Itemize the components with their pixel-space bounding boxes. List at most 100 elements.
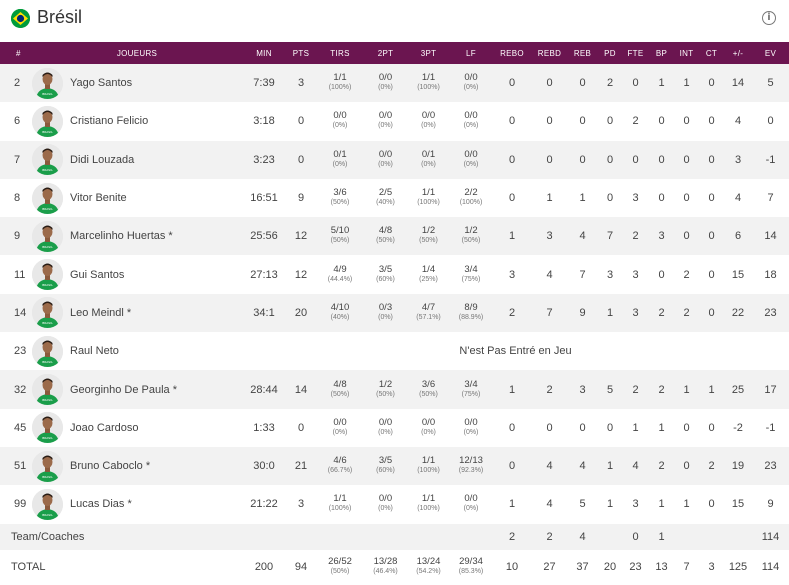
player-avatar: BRASIL xyxy=(32,220,63,252)
player-row[interactable]: 8 BRASIL Vitor Benite 16:51 9 3/6 (50%) 2/5 (40%… xyxy=(0,179,789,217)
player-name[interactable]: Joao Cardoso xyxy=(70,421,139,434)
jersey-number: 51 xyxy=(14,460,27,473)
player-name[interactable]: Yago Santos xyxy=(70,77,133,90)
stat-fte: 3 xyxy=(632,192,639,205)
stat-bp: 1 xyxy=(658,498,665,511)
column-header[interactable]: BP xyxy=(655,48,668,58)
made-attempted: 0/0 xyxy=(464,416,478,428)
column-header[interactable]: 3PT xyxy=(420,48,437,58)
fg-cell: 26/52 (50%) xyxy=(316,550,364,584)
player-cell: BRASIL Georginho De Paula * xyxy=(32,370,242,408)
stat-ct: 0 xyxy=(708,230,715,243)
player-name[interactable]: Georginho De Paula * xyxy=(70,383,178,396)
column-header[interactable]: PD xyxy=(604,48,616,58)
did-not-play: N'est Pas Entré en Jeu xyxy=(459,345,572,358)
stat-int: 0 xyxy=(683,421,690,434)
fg-cell: 4/6 (66.7%) xyxy=(316,447,364,485)
column-header[interactable]: TIRS xyxy=(330,48,350,58)
two-pt-cell: 3/5 (60%) xyxy=(364,255,407,293)
stat-pm: 4 xyxy=(734,192,742,205)
jersey-number: 11 xyxy=(14,268,26,281)
column-header[interactable]: REB xyxy=(573,48,592,58)
made-attempted: 4/9 xyxy=(333,263,347,275)
player-row[interactable]: 32 BRASIL Georginho De Paula * 28:44 14 4/8 (5… xyxy=(0,370,789,409)
stat-pm: 22 xyxy=(731,306,745,319)
stat-fte: 0 xyxy=(632,530,639,543)
player-name[interactable]: Lucas Dias * xyxy=(70,498,132,511)
column-header[interactable]: INT xyxy=(679,48,694,58)
stat-ct: 2 xyxy=(708,460,715,473)
column-header[interactable]: EV xyxy=(764,48,777,58)
player-row[interactable]: 2 BRASIL Yago Santos 7:39 3 1/1 (100%) 0/0 (0%) 1… xyxy=(0,64,789,103)
stat-ev: -1 xyxy=(765,421,776,434)
stat-pm: -2 xyxy=(733,421,743,434)
player-name[interactable]: Didi Louzada xyxy=(70,153,135,166)
percentage: (50%) xyxy=(461,237,481,245)
stat-ct: 0 xyxy=(708,268,715,281)
fg-cell: 1/1 (100%) xyxy=(316,64,364,102)
player-name[interactable]: Leo Meindl * xyxy=(70,306,132,319)
svg-text:BRASIL: BRASIL xyxy=(42,436,53,440)
column-header[interactable]: PTS xyxy=(292,48,310,58)
made-attempted: 3/5 xyxy=(378,263,393,275)
player-name[interactable]: Raul Neto xyxy=(70,345,119,358)
made-attempted: 1/1 xyxy=(421,187,436,199)
stat-bp: 2 xyxy=(658,383,665,396)
stat-rebo: 10 xyxy=(505,560,519,573)
stat-rebo: 1 xyxy=(508,498,516,511)
player-row[interactable]: 51 BRASIL Bruno Caboclo * 30:0 21 4/6 (66.7%) 3… xyxy=(0,446,789,486)
two-pt-cell: 1/2 (50%) xyxy=(364,370,407,408)
info-icon[interactable]: i xyxy=(762,11,776,25)
made-attempted: 5/10 xyxy=(330,225,350,237)
column-header[interactable]: 2PT xyxy=(377,48,394,58)
made-attempted: 0/0 xyxy=(378,416,393,428)
player-name[interactable]: Cristiano Felicio xyxy=(70,115,149,128)
jersey-number: 32 xyxy=(14,383,27,396)
stat-pm: 25 xyxy=(731,383,745,396)
player-name[interactable]: Bruno Caboclo * xyxy=(70,460,151,473)
made-attempted: 0/0 xyxy=(421,110,436,122)
jersey-number: 9 xyxy=(14,230,21,243)
player-name[interactable]: Vitor Benite xyxy=(70,192,127,205)
column-header[interactable]: REBD xyxy=(537,48,562,58)
player-row[interactable]: 23 BRASIL Raul Neto N'est Pas Entré en Jeu xyxy=(0,332,789,370)
player-row[interactable]: 99 BRASIL Lucas Dias * 21:22 3 1/1 (100%) 0/0 (0… xyxy=(0,485,789,523)
percentage: (50%) xyxy=(330,237,350,245)
player-name[interactable]: Gui Santos xyxy=(70,268,125,281)
player-name[interactable]: Marcelinho Huertas * xyxy=(70,230,173,243)
team-name: Brésil xyxy=(37,7,83,27)
column-header[interactable]: CT xyxy=(705,48,718,58)
column-header[interactable]: +/- xyxy=(732,48,744,58)
made-attempted: 0/0 xyxy=(378,72,393,84)
player-row[interactable]: 45 BRASIL Joao Cardoso 1:33 0 0/0 (0%) 0/0 (0%) 0… xyxy=(0,409,789,447)
stat-ev: 5 xyxy=(767,77,774,90)
player-row[interactable]: 9 BRASIL Marcelinho Huertas * 25:56 12 5/10 (5… xyxy=(0,217,789,256)
player-row[interactable]: 11 BRASIL Gui Santos 27:13 12 4/9 (44.4%) 3/5 (6… xyxy=(0,255,789,293)
column-header[interactable]: REBO xyxy=(500,48,524,58)
percentage: (100%) xyxy=(417,467,440,475)
column-header[interactable]: LF xyxy=(466,48,476,58)
stat-ev: 0 xyxy=(767,115,774,128)
column-header[interactable]: MIN xyxy=(256,48,272,58)
made-attempted: 1/1 xyxy=(421,493,436,505)
stat-rebd: 2 xyxy=(546,530,553,543)
three-pt-cell: 1/1 (100%) xyxy=(407,485,450,523)
column-header[interactable]: FTE xyxy=(627,48,644,58)
stat-bp: 1 xyxy=(658,77,665,90)
stat-rebd: 7 xyxy=(546,306,553,319)
player-avatar: BRASIL xyxy=(32,297,63,329)
player-row[interactable]: 7 BRASIL Didi Louzada 3:23 0 0/1 (0%) 0/0 (0%) 0/… xyxy=(0,140,789,179)
player-row[interactable]: 14 BRASIL Leo Meindl * 34:1 20 4/10 (40%) 0/3 (0… xyxy=(0,293,789,333)
stat-int: 0 xyxy=(683,230,690,243)
stat-pm: 14 xyxy=(731,77,745,90)
percentage: (0%) xyxy=(332,428,348,436)
made-attempted: 1/1 xyxy=(421,455,436,467)
column-header[interactable]: # xyxy=(16,48,21,58)
stat-int: 1 xyxy=(683,498,690,511)
percentage: (60%) xyxy=(376,275,395,283)
player-row[interactable]: 6 BRASIL Cristiano Felicio 3:18 0 0/0 (0%) 0/0(… xyxy=(0,102,789,140)
stat-reb: 37 xyxy=(576,560,589,573)
column-header[interactable]: JOUEURS xyxy=(116,48,158,58)
percentage: (46.4%) xyxy=(373,567,398,575)
two-pt-cell: 0/0 (0%) xyxy=(364,485,407,523)
